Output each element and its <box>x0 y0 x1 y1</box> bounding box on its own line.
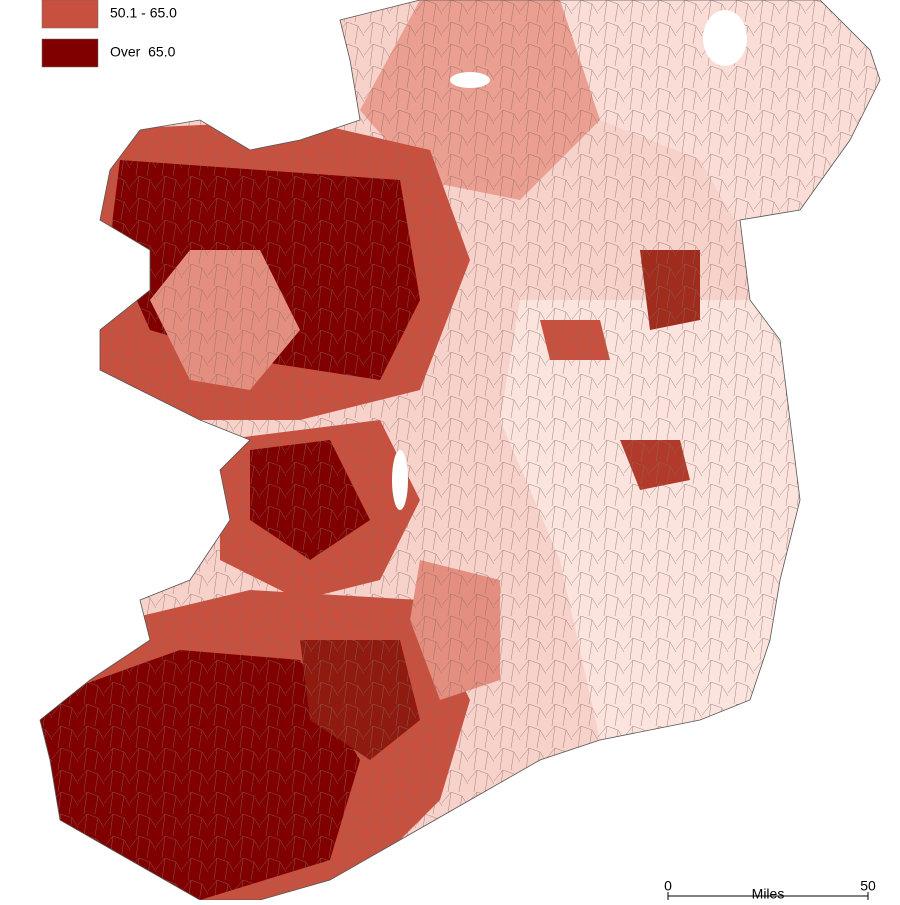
legend-label: 50.1 - 65.0 <box>110 5 177 21</box>
coastline <box>39 0 881 901</box>
scale-unit: Miles <box>752 886 785 900</box>
legend-swatch <box>41 38 99 68</box>
scale-start: 0 <box>664 878 672 894</box>
scale-bar: 0 Miles 50 <box>664 878 876 902</box>
legend-label: Over 65.0 <box>110 44 176 60</box>
lough-derg <box>392 450 408 510</box>
legend: 50.1 - 65.0 Over 65.0 <box>0 0 300 78</box>
legend-swatch <box>41 0 99 29</box>
lough-erne <box>450 72 490 88</box>
lough-neagh <box>703 10 747 66</box>
scale-end: 50 <box>860 878 876 894</box>
